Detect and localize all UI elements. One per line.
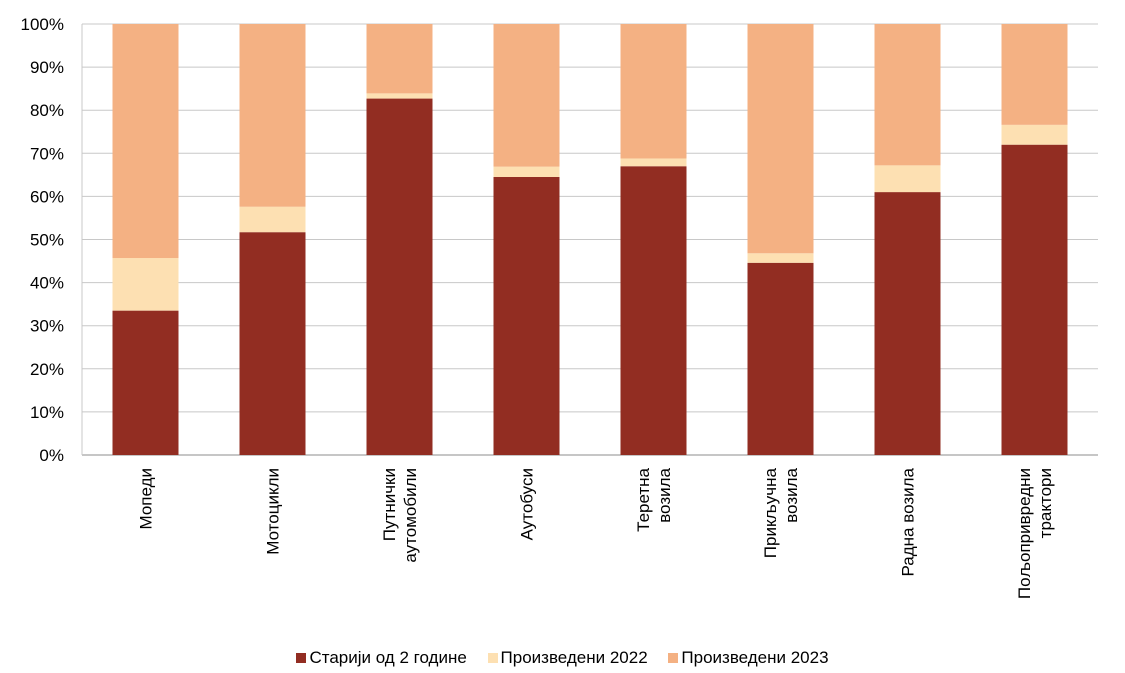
bar-segment-series-0 — [747, 262, 814, 455]
y-tick-label: 20% — [30, 360, 64, 379]
bar-segment-series-1 — [1001, 124, 1068, 145]
y-tick-label: 10% — [30, 403, 64, 422]
legend: Старији од 2 године Произведени 2022 Про… — [0, 648, 1125, 668]
y-axis-tick-labels: 0% 10% 20% 30% 40% 50% 60% 70% 80% 90% 100% — [21, 15, 64, 465]
y-tick-label: 100% — [21, 15, 64, 34]
bar-segment-series-0 — [239, 232, 306, 455]
bar-segment-series-0 — [620, 166, 687, 456]
bar-segment-series-1 — [366, 93, 433, 99]
category-label: Мопеди — [137, 468, 156, 530]
legend-item-series-1: Произведени 2022 — [487, 648, 648, 668]
bar-segment-series-2 — [112, 24, 179, 259]
legend-label-series-2: Произведени 2023 — [681, 648, 829, 667]
y-tick-label: 0% — [39, 446, 64, 465]
bar-segment-series-1 — [620, 158, 687, 167]
bar-segment-series-2 — [366, 24, 433, 94]
bar-segment-series-2 — [747, 24, 814, 254]
category-label: аутомобили — [401, 468, 420, 563]
y-tick-label: 60% — [30, 187, 64, 206]
category-label: Пољопривредни — [1015, 468, 1034, 599]
bar-segment-series-1 — [747, 253, 814, 263]
bar-segment-series-0 — [112, 310, 179, 455]
bar-segment-series-2 — [1001, 24, 1068, 125]
legend-swatch-series-1 — [487, 653, 498, 663]
category-label: Теретна — [634, 467, 653, 531]
category-label: трактори — [1036, 468, 1055, 538]
category-label: Радна возила — [899, 467, 918, 576]
bar-segment-series-0 — [493, 177, 560, 455]
bar-segment-series-0 — [874, 192, 941, 455]
y-tick-label: 30% — [30, 317, 64, 336]
category-label: Путнички — [380, 468, 399, 541]
legend-item-series-0: Старији од 2 године — [296, 648, 467, 668]
y-tick-label: 40% — [30, 274, 64, 293]
bar-segment-series-0 — [366, 98, 433, 456]
bar-segment-series-2 — [620, 24, 687, 159]
legend-swatch-series-2 — [668, 653, 679, 663]
y-tick-label: 80% — [30, 101, 64, 120]
bar-segment-series-1 — [493, 166, 560, 178]
x-axis-category-labels: Мопеди Мотоцикли Путнички аутомобили Аутобус… — [137, 467, 1056, 599]
gridlines — [81, 23, 1098, 456]
y-tick-label: 50% — [30, 231, 64, 250]
category-label: возила — [655, 467, 674, 522]
bar-segment-series-0 — [1001, 144, 1068, 455]
y-tick-label: 70% — [30, 144, 64, 163]
category-label: Мотоцикли — [264, 468, 283, 555]
bar-segment-series-1 — [112, 258, 179, 311]
category-label: Прикључна — [761, 467, 780, 558]
bars — [112, 24, 1068, 456]
bar-segment-series-1 — [874, 165, 941, 193]
category-label: возила — [782, 467, 801, 522]
legend-label-series-0: Старији од 2 године — [309, 648, 467, 667]
bar-segment-series-2 — [493, 24, 560, 167]
legend-swatch-series-0 — [296, 653, 307, 663]
bar-segment-series-2 — [874, 24, 941, 166]
category-label: Аутобуси — [518, 468, 537, 540]
bar-segment-series-1 — [239, 206, 306, 233]
y-tick-label: 90% — [30, 58, 64, 77]
legend-item-series-2: Произведени 2023 — [668, 648, 829, 668]
legend-label-series-1: Произведени 2022 — [500, 648, 648, 667]
bar-segment-series-2 — [239, 24, 306, 207]
